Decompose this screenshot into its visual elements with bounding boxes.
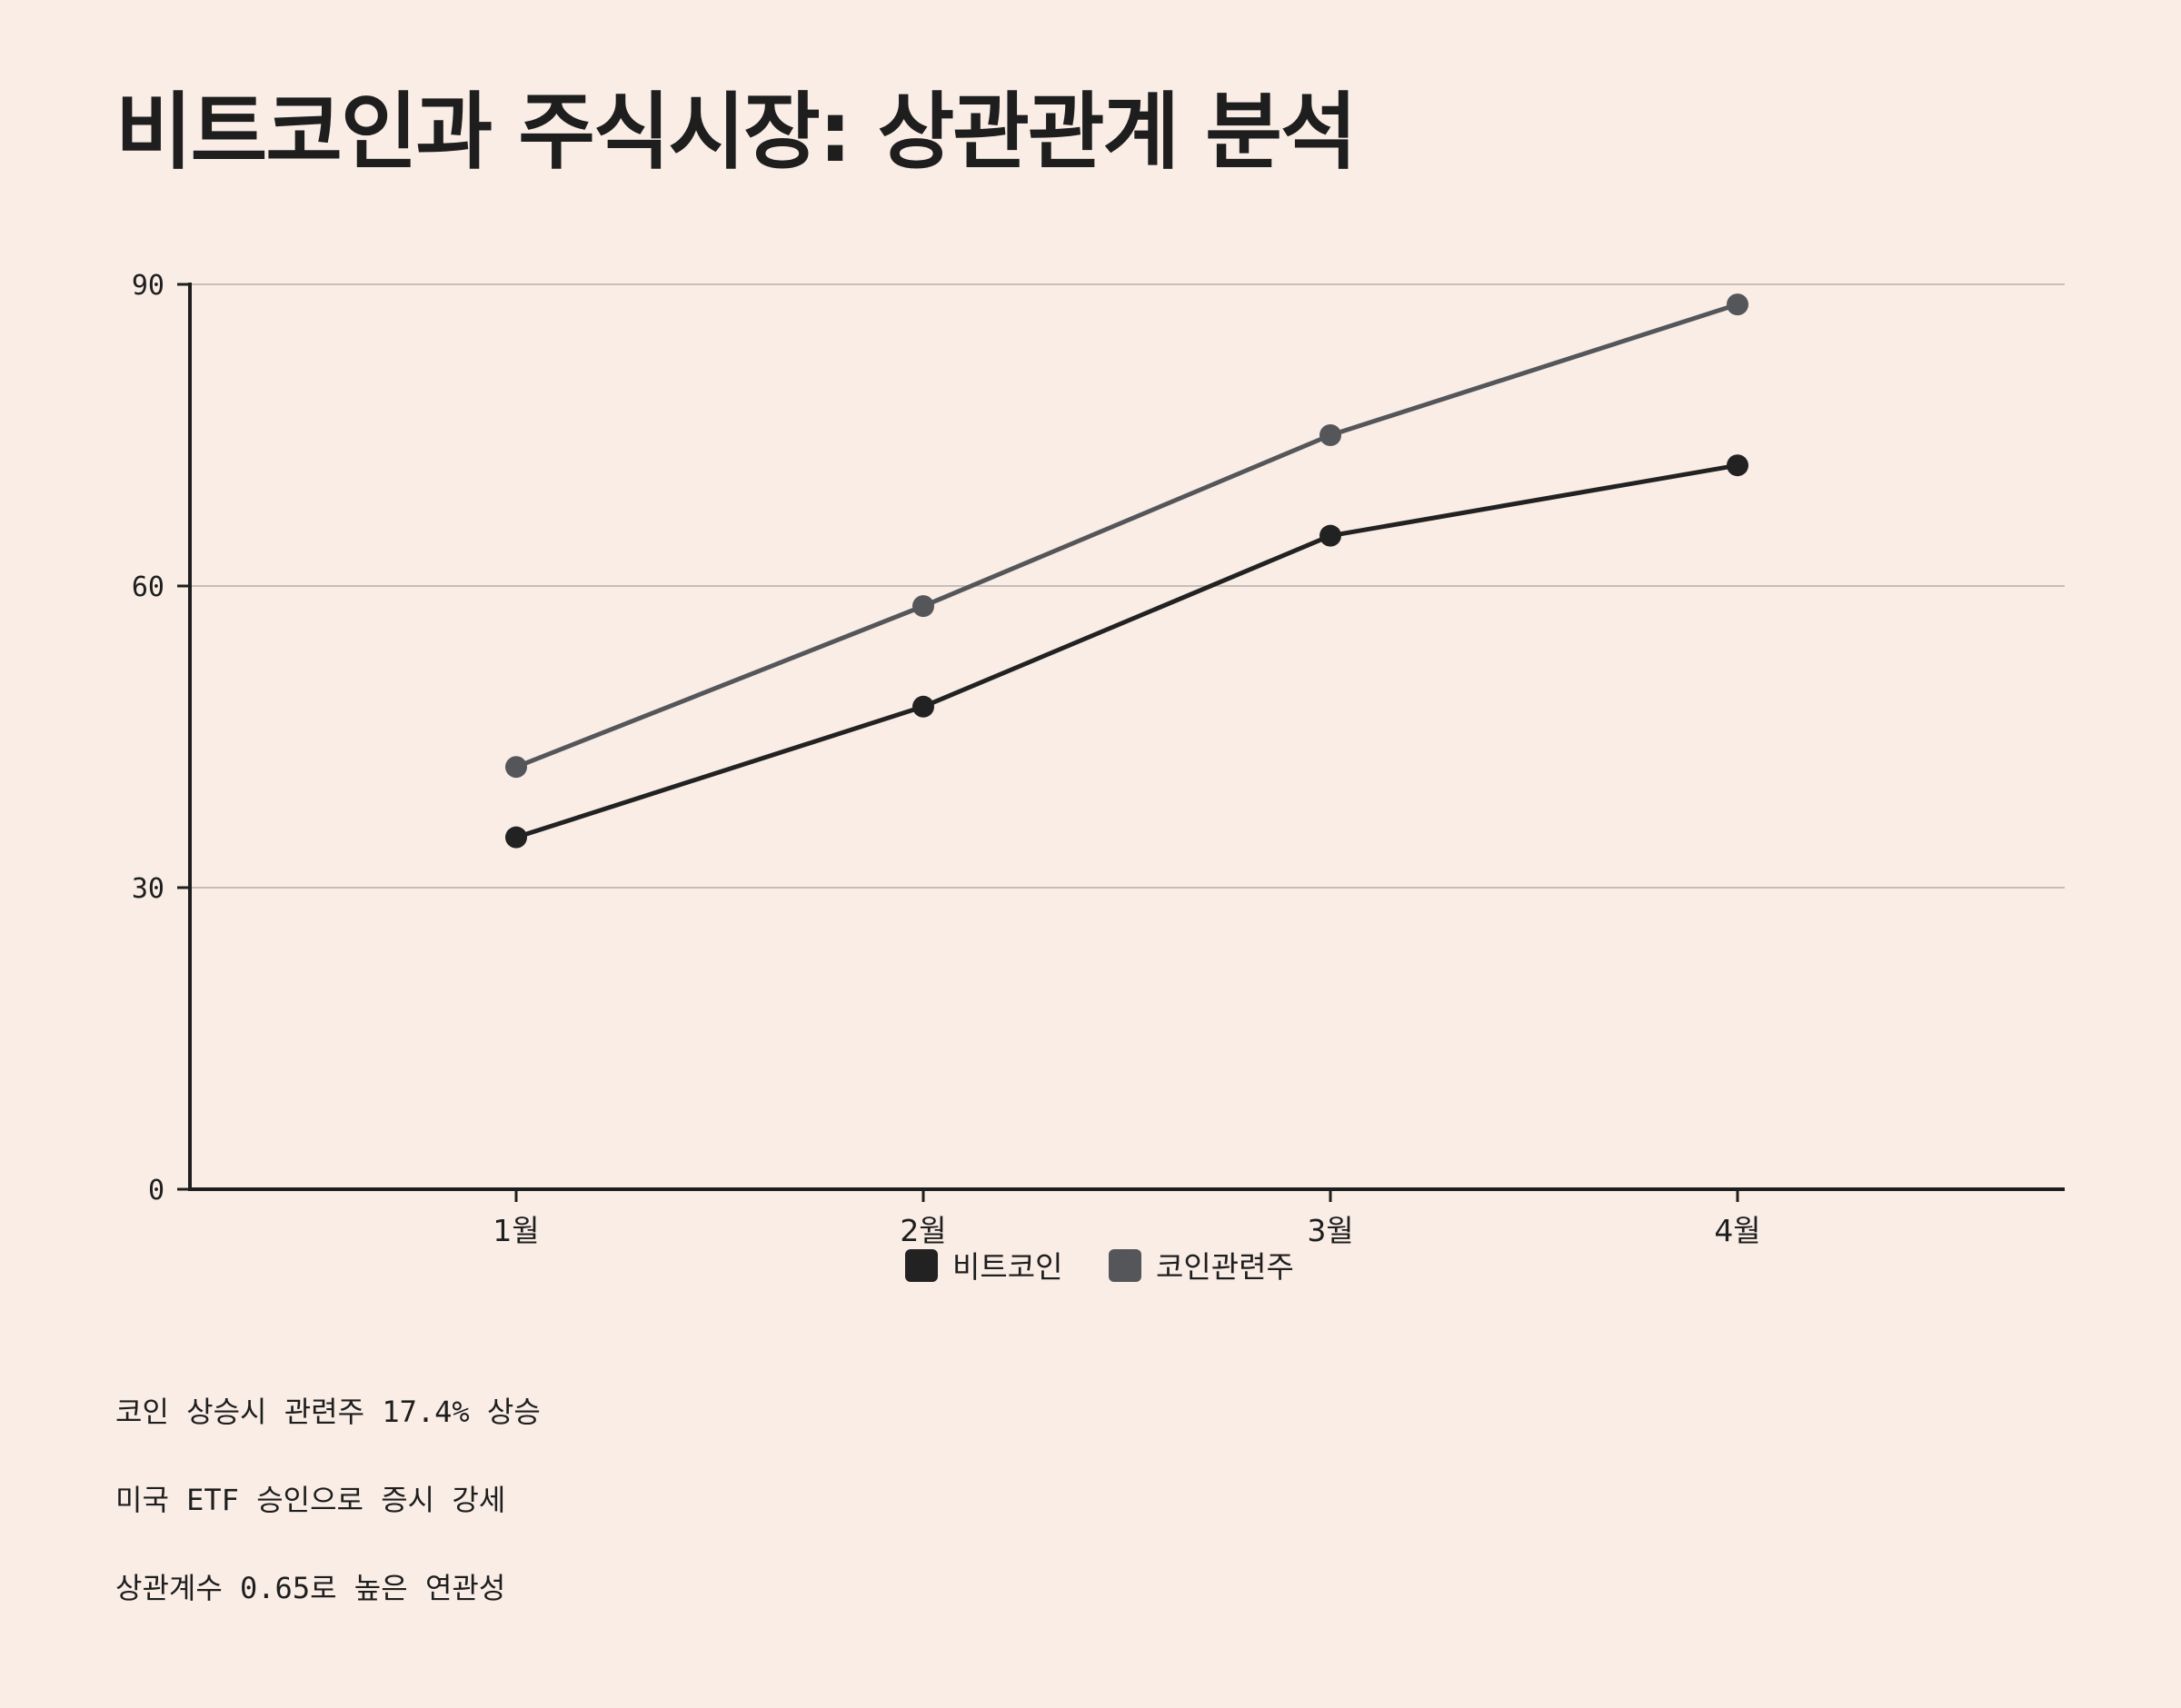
data-point	[505, 756, 527, 779]
legend-swatch	[905, 1249, 938, 1282]
axes: 0 30 60 90 1월 2월 3월 4월	[132, 270, 2065, 1248]
x-tick-label: 1월	[493, 1213, 539, 1248]
data-point	[1727, 293, 1748, 316]
legend-swatch	[1109, 1249, 1141, 1282]
series-line	[515, 302, 1738, 770]
data-point	[912, 695, 934, 718]
x-tick-label: 3월	[1307, 1213, 1353, 1248]
data-point	[912, 595, 934, 618]
y-tick-label: 0	[148, 1175, 164, 1207]
note-item: 상관계수 0.65로 높은 연관성	[115, 1571, 506, 1605]
line-chart: 0 30 60 90 1월 2월 3월 4월 비트코인 코인관련주	[132, 270, 2065, 1285]
x-tick-label: 4월	[1714, 1213, 1760, 1248]
note-item: 미국 ETF 승인으로 증시 강세	[115, 1483, 506, 1517]
data-point	[1320, 424, 1341, 446]
gridlines	[190, 283, 2065, 889]
series	[505, 293, 1748, 849]
data-point	[1727, 454, 1748, 477]
chart-title: 비트코인과 주식시장: 상관관계 분석	[115, 84, 1357, 181]
y-tick-label: 60	[132, 571, 164, 603]
x-tick-label: 2월	[900, 1213, 946, 1248]
data-point	[505, 826, 527, 849]
legend-label: 비트코인	[952, 1249, 1062, 1285]
y-tick-label: 90	[132, 270, 164, 302]
legend-label: 코인관련주	[1156, 1249, 1294, 1285]
data-point	[1320, 524, 1341, 547]
legend: 비트코인 코인관련주	[905, 1249, 1294, 1285]
y-tick-label: 30	[132, 873, 164, 905]
notes-list: 코인 상승시 관련주 17.4% 상승 미국 ETF 승인으로 증시 강세 상관…	[115, 1390, 541, 1654]
note-item: 코인 상승시 관련주 17.4% 상승	[115, 1395, 541, 1429]
series-line	[515, 462, 1738, 840]
